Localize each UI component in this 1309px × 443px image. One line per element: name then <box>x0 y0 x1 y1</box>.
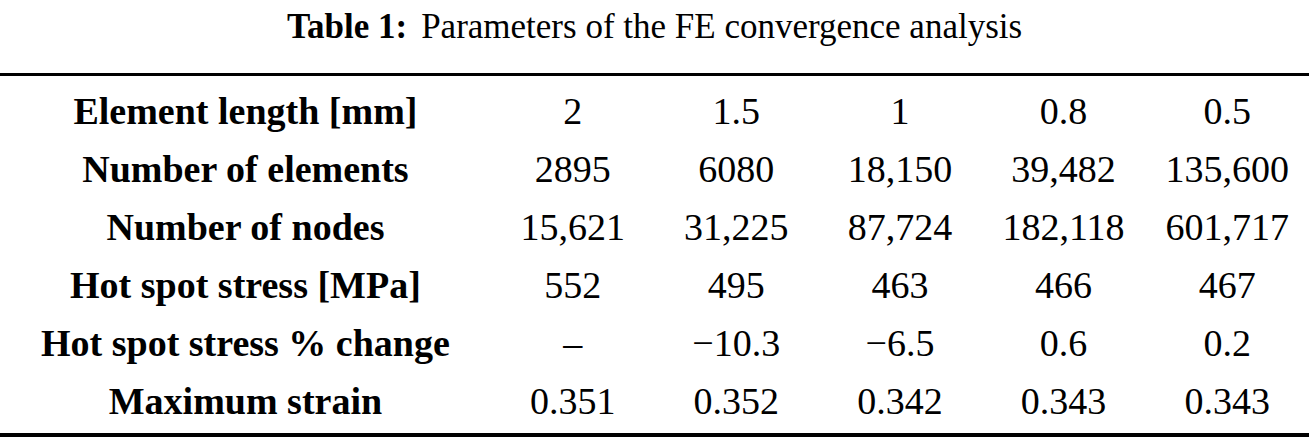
cell-value: −6.5 <box>818 314 982 372</box>
row-label: Hot spot stress % change <box>0 314 491 372</box>
cell-value: 463 <box>818 256 982 314</box>
cell-value: 0.343 <box>1145 372 1309 430</box>
row-label: Number of elements <box>0 140 491 198</box>
cell-value: 0.342 <box>818 372 982 430</box>
cell-value: 1.5 <box>655 82 819 140</box>
table-caption-number: Table 1: <box>287 7 407 46</box>
cell-value: 182,118 <box>982 198 1146 256</box>
cell-value: 552 <box>491 256 655 314</box>
cell-value: 2895 <box>491 140 655 198</box>
cell-value: 0.352 <box>655 372 819 430</box>
table-row: Maximum strain 0.351 0.352 0.342 0.343 0… <box>0 372 1309 430</box>
table-caption: Table 1: Parameters of the FE convergence… <box>0 2 1309 52</box>
cell-value: 87,724 <box>818 198 982 256</box>
row-label: Maximum strain <box>0 372 491 430</box>
cell-value: 0.2 <box>1145 314 1309 372</box>
cell-value: −10.3 <box>655 314 819 372</box>
data-table: Element length [mm] 2 1.5 1 0.8 0.5 Numb… <box>0 82 1309 430</box>
cell-value: 601,717 <box>1145 198 1309 256</box>
convergence-table: Element length [mm] 2 1.5 1 0.8 0.5 Numb… <box>0 73 1309 437</box>
table-row: Hot spot stress % change – −10.3 −6.5 0.… <box>0 314 1309 372</box>
paper-table-figure: Table 1: Parameters of the FE convergence… <box>0 0 1309 443</box>
row-label: Element length [mm] <box>0 82 491 140</box>
table-row: Hot spot stress [MPa] 552 495 463 466 46… <box>0 256 1309 314</box>
table-row: Number of nodes 15,621 31,225 87,724 182… <box>0 198 1309 256</box>
cell-value: 15,621 <box>491 198 655 256</box>
cell-value: 0.6 <box>982 314 1146 372</box>
cell-value: 495 <box>655 256 819 314</box>
cell-value: 467 <box>1145 256 1309 314</box>
table-caption-text: Parameters of the FE convergence analysi… <box>421 7 1022 46</box>
cell-value: 0.343 <box>982 372 1146 430</box>
cell-value: 39,482 <box>982 140 1146 198</box>
cell-value: 2 <box>491 82 655 140</box>
cell-value: 0.8 <box>982 82 1146 140</box>
cell-value: 0.351 <box>491 372 655 430</box>
cell-value: – <box>491 314 655 372</box>
row-label: Number of nodes <box>0 198 491 256</box>
table-row: Element length [mm] 2 1.5 1 0.8 0.5 <box>0 82 1309 140</box>
cell-value: 6080 <box>655 140 819 198</box>
cell-value: 135,600 <box>1145 140 1309 198</box>
cell-value: 31,225 <box>655 198 819 256</box>
cell-value: 0.5 <box>1145 82 1309 140</box>
row-label: Hot spot stress [MPa] <box>0 256 491 314</box>
table-row: Number of elements 2895 6080 18,150 39,4… <box>0 140 1309 198</box>
cell-value: 466 <box>982 256 1146 314</box>
cell-value: 18,150 <box>818 140 982 198</box>
cell-value: 1 <box>818 82 982 140</box>
